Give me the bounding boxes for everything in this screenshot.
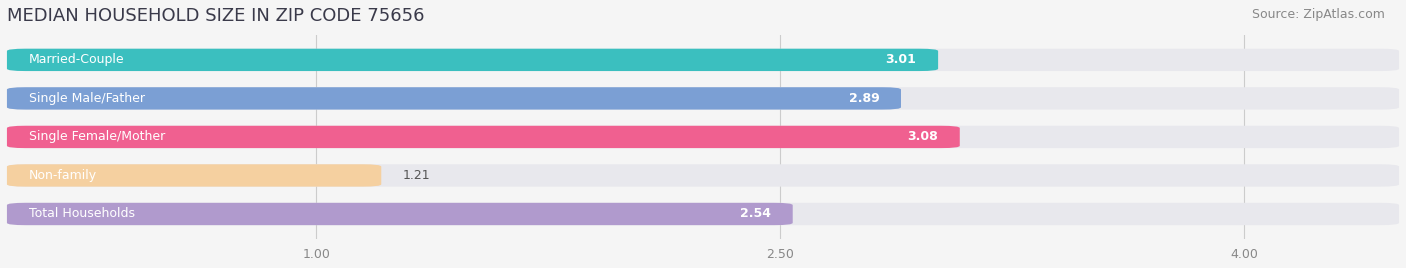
Text: Total Households: Total Households: [28, 207, 135, 221]
Text: 2.89: 2.89: [849, 92, 879, 105]
FancyBboxPatch shape: [7, 126, 960, 148]
FancyBboxPatch shape: [7, 49, 1399, 71]
Text: 2.54: 2.54: [740, 207, 770, 221]
Text: MEDIAN HOUSEHOLD SIZE IN ZIP CODE 75656: MEDIAN HOUSEHOLD SIZE IN ZIP CODE 75656: [7, 7, 425, 25]
Text: Married-Couple: Married-Couple: [28, 53, 124, 66]
Text: Single Male/Father: Single Male/Father: [28, 92, 145, 105]
FancyBboxPatch shape: [7, 87, 901, 110]
FancyBboxPatch shape: [7, 87, 1399, 110]
FancyBboxPatch shape: [7, 164, 1399, 187]
Text: 3.08: 3.08: [907, 131, 938, 143]
FancyBboxPatch shape: [7, 126, 1399, 148]
FancyBboxPatch shape: [7, 203, 793, 225]
FancyBboxPatch shape: [7, 49, 938, 71]
Text: 3.01: 3.01: [886, 53, 917, 66]
FancyBboxPatch shape: [7, 203, 1399, 225]
FancyBboxPatch shape: [7, 164, 381, 187]
Text: Single Female/Mother: Single Female/Mother: [28, 131, 165, 143]
Text: 1.21: 1.21: [404, 169, 430, 182]
Text: Non-family: Non-family: [28, 169, 97, 182]
Text: Source: ZipAtlas.com: Source: ZipAtlas.com: [1251, 8, 1385, 21]
